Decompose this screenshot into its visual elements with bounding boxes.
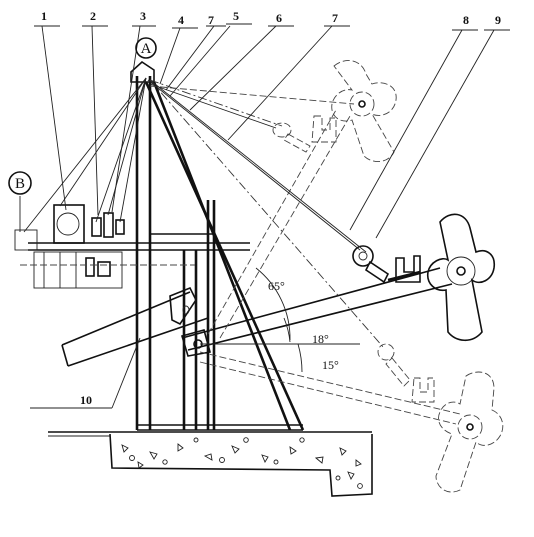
callout-4: 4 [178, 13, 184, 27]
point-a-marker: A [136, 38, 156, 58]
leader-lines [20, 24, 510, 408]
callout-7-left: 7 [208, 13, 214, 27]
callout-7-right: 7 [332, 11, 338, 25]
sheave-wheel-middle [428, 214, 495, 340]
point-b-marker: B [9, 172, 31, 194]
callout-6: 6 [276, 11, 282, 25]
callout-5: 5 [233, 9, 239, 23]
tower-frame [131, 62, 303, 430]
callout-2: 2 [90, 9, 96, 23]
upper-boom-ghost [150, 60, 396, 338]
point-b-label: B [15, 176, 25, 192]
callout-8: 8 [463, 13, 469, 27]
callout-10: 10 [80, 393, 92, 407]
callout-9: 9 [495, 13, 501, 27]
callout-1: 1 [41, 9, 47, 23]
angle-65-label: 65° [268, 279, 285, 293]
angle-18-label: 18° [312, 332, 329, 346]
point-a-label: A [141, 41, 152, 57]
callout-3: 3 [140, 9, 146, 23]
base-boom [62, 288, 208, 366]
ground-foundation [48, 432, 372, 496]
angle-15-label: 15° [322, 358, 339, 372]
